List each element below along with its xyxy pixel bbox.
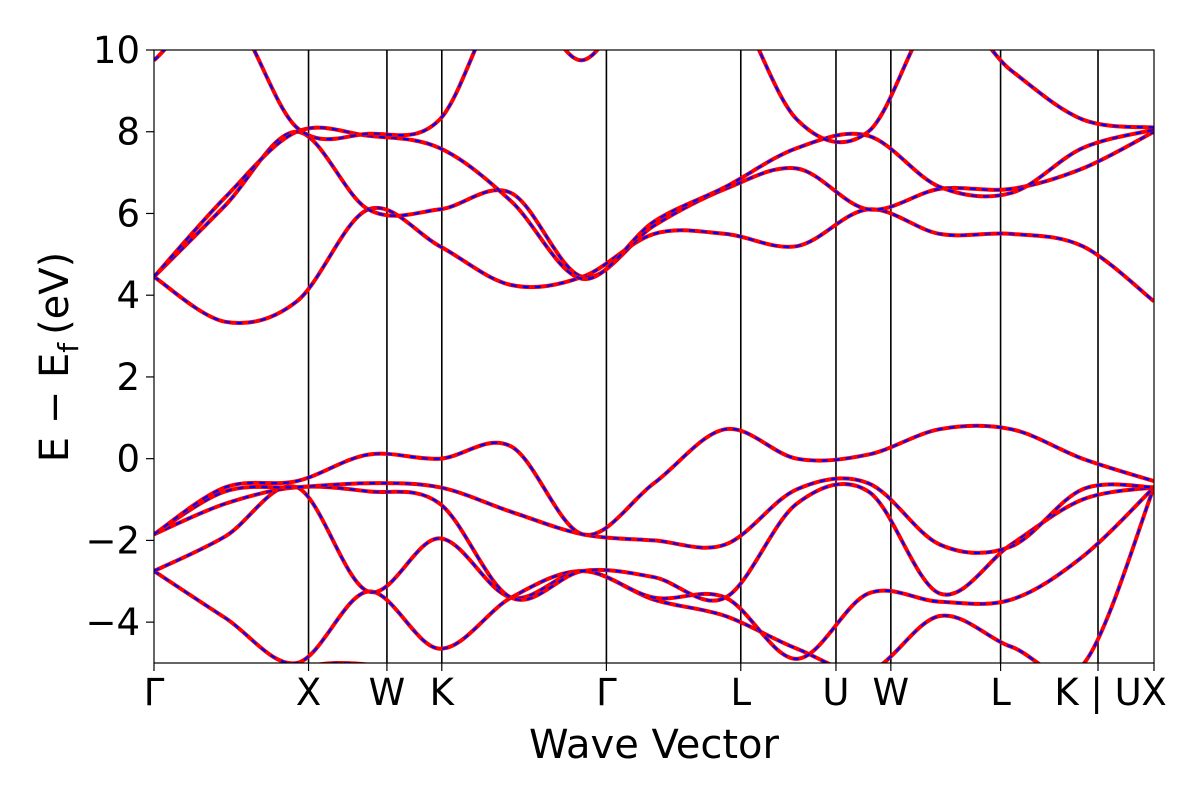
x-tick-label: Γ	[596, 671, 617, 714]
y-axis-label-subscript: f	[52, 342, 85, 353]
y-axis-label: E − Ef (eV)	[32, 252, 85, 463]
band-line-dashed	[154, 424, 1154, 536]
x-tick-label: U	[822, 671, 849, 714]
y-tick-label: 8	[116, 111, 140, 154]
bands	[154, 50, 1154, 663]
x-tick-label: K | U	[1054, 671, 1141, 714]
band-line-dashed	[154, 486, 1154, 663]
x-tick-label: W	[873, 671, 910, 714]
x-axis-label: Wave Vector	[529, 722, 780, 768]
y-tick-label: −2	[85, 519, 140, 562]
x-tick-label: W	[369, 671, 406, 714]
y-tick-label: 6	[116, 192, 140, 235]
band-line-dashed	[154, 477, 1154, 555]
x-tick-label: X	[1141, 671, 1166, 714]
x-tick-label: K	[430, 671, 456, 714]
band-line-solid	[154, 486, 1154, 663]
y-tick-label: 0	[116, 438, 140, 481]
band-line-solid	[154, 50, 1154, 145]
y-ticks: −4 −2 0 2 4 6 8 10	[85, 29, 154, 644]
band-line-solid	[154, 423, 1154, 537]
y-axis-label-unit: (eV)	[32, 252, 78, 335]
y-axis-label-main: E − E	[32, 353, 78, 463]
x-tick-label: L	[990, 671, 1011, 714]
band-line-solid	[154, 125, 1154, 281]
y-tick-label: 2	[116, 356, 140, 399]
y-tick-label: −4	[85, 601, 140, 644]
band-line-solid	[154, 484, 1154, 661]
x-tick-label: X	[296, 671, 321, 714]
band-line-solid	[154, 129, 1154, 280]
band-line-dashed	[154, 482, 1154, 602]
y-tick-label: 10	[93, 29, 140, 72]
band-line-dashed	[154, 206, 1154, 325]
band-line-dashed	[154, 130, 1154, 279]
band-line-dashed	[154, 484, 1154, 661]
band-line-dashed	[154, 50, 1154, 144]
x-tick-label: L	[730, 671, 751, 714]
y-tick-label: 4	[116, 274, 140, 317]
kpoint-separators	[307, 50, 1099, 663]
x-tick-label: Γ	[144, 671, 165, 714]
plot-frame	[153, 49, 1155, 664]
band-line-dashed	[154, 126, 1154, 281]
